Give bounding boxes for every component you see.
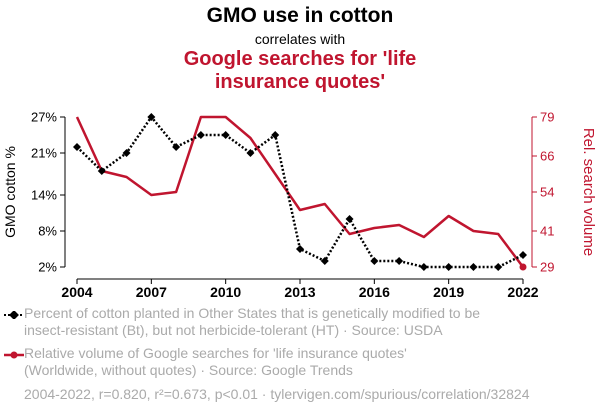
left-tick-label: 8% — [38, 224, 57, 239]
left-axis-title: GMO cotton % — [2, 146, 18, 238]
x-tick-label-2007: 2007 — [136, 284, 167, 300]
gmo-point — [246, 149, 255, 157]
correlates-with-text: correlates with — [254, 31, 346, 47]
left-tick-label: 2% — [38, 260, 57, 275]
gmo-point — [469, 263, 478, 271]
gmo-point — [494, 263, 503, 271]
gmo-point — [97, 167, 106, 175]
chart-plot: 2004 2007 2010 2013 2016 2019 2022 2% 8% 14% 21% 27… — [2, 110, 597, 301]
right-tick-label: 79 — [540, 110, 554, 125]
gmo-point — [271, 131, 280, 139]
subtitle-line-2: insurance quotes' — [214, 71, 386, 93]
gmo-point — [172, 143, 181, 151]
chart-title: GMO use in cotton — [206, 4, 394, 27]
diamond-line-icon — [4, 311, 24, 319]
x-tick-label-2019: 2019 — [433, 284, 464, 300]
footer-stats: 2004-2022, r=0.820, r²=0.673, p<0.01 · t… — [24, 386, 530, 402]
gmo-point — [320, 257, 329, 265]
series-markers — [73, 113, 527, 271]
left-tick-label: 27% — [31, 110, 57, 125]
legend-gmo-line-1: Percent of cotton planted in Other State… — [24, 305, 481, 321]
x-tick-label-2022: 2022 — [507, 284, 538, 300]
subtitle-line-1: Google searches for 'life — [183, 48, 417, 70]
left-tick-label: 14% — [31, 188, 57, 203]
gmo-point — [395, 257, 404, 265]
series-searches-line — [75, 115, 524, 268]
gmo-point — [419, 263, 428, 271]
legend-gmo-line-2: insect-resistant (Bt), but not herbicide… — [24, 322, 443, 338]
x-tick-label-2004: 2004 — [61, 284, 92, 300]
right-tick-label: 41 — [540, 224, 554, 239]
x-tick-label-2013: 2013 — [284, 284, 315, 300]
gmo-point — [519, 251, 527, 259]
gmo-point — [370, 257, 379, 265]
right-axis-title: Rel. search volume — [580, 128, 597, 256]
legend-searches-line-1: Relative volume of Google searches for '… — [24, 345, 407, 361]
right-tick-label: 29 — [540, 260, 554, 275]
right-tick-label: 54 — [540, 185, 554, 200]
gmo-point — [196, 131, 205, 139]
gmo-point — [444, 263, 453, 271]
legend-item-searches: Relative volume of Google searches for '… — [4, 345, 407, 379]
circle-line-icon — [4, 351, 24, 359]
legend-searches-line-2: (Worldwide, without quotes) · Source: Go… — [24, 362, 353, 378]
right-tick-label: 66 — [540, 149, 554, 164]
series-gmo-line — [76, 114, 524, 269]
left-tick-label: 21% — [31, 146, 57, 161]
x-tick-label-2010: 2010 — [210, 284, 241, 300]
searches-point — [519, 263, 527, 271]
x-tick-label-2016: 2016 — [359, 284, 390, 300]
gmo-point — [147, 113, 156, 121]
legend-item-gmo: Percent of cotton planted in Other State… — [4, 305, 480, 339]
gmo-point — [345, 215, 354, 223]
series-lines — [75, 114, 524, 269]
chart-subtitle: Google searches for 'life insurance quot… — [0, 48, 600, 94]
gmo-point — [296, 245, 304, 253]
axes: 2004 2007 2010 2013 2016 2019 2022 2% 8% 14% 21% 27… — [2, 110, 597, 301]
gmo-point — [122, 149, 131, 157]
gmo-point — [73, 143, 81, 151]
gmo-point — [221, 131, 230, 139]
